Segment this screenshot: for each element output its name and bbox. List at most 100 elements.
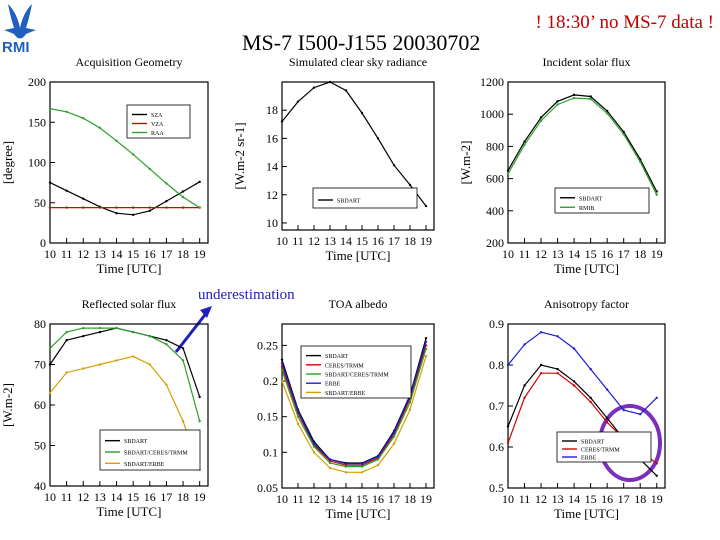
x-axis-label: Time [UTC] [554,261,619,276]
data-point [408,408,412,411]
data-point [98,126,102,130]
y-tick-label: 0.1 [263,445,278,459]
data-point [605,112,609,115]
data-point [65,339,68,342]
data-point [655,462,658,465]
data-point [622,133,625,136]
data-point [165,199,168,203]
series-line-sbdart-erbe [281,355,427,473]
y-tick-label: 1000 [480,107,504,121]
data-point [506,169,510,172]
y-axis-label: [W.m-2 sr-1] [232,122,247,189]
y-tick-label: 70 [34,358,46,372]
data-point [148,209,151,212]
series-line-erbe [507,331,658,415]
chart-title: Incident solar flux [543,55,631,69]
series-line-sbdart [281,81,427,207]
data-point [148,334,151,338]
data-point [48,181,52,184]
data-point [572,96,576,100]
x-tick-label: 18 [634,247,646,261]
data-point [82,117,85,120]
data-point [82,367,85,370]
data-point [506,441,510,445]
x-tick-label: 14 [340,234,352,248]
data-point [312,442,316,445]
legend-label: VZA [151,122,164,128]
x-axis-label: Time [UTC] [326,248,391,263]
x-tick-label: 14 [111,490,123,504]
data-point [376,463,380,467]
chart-title: Acquisition Geometry [76,55,183,69]
data-point [198,420,201,423]
y-tick-label: 600 [486,172,504,186]
data-point [328,466,332,470]
x-tick-label: 17 [160,247,172,261]
x-tick-label: 12 [77,490,89,504]
data-point [65,206,68,209]
data-point [605,417,609,420]
data-point [392,435,396,438]
x-tick-label: 16 [601,247,613,261]
y-tick-label: 200 [28,75,46,89]
legend-label: CERES/TRMM [581,448,620,454]
data-point [376,455,380,458]
chart-title: TOA albedo [329,297,388,311]
data-point [98,206,102,209]
data-point [148,167,151,171]
data-point [296,415,300,418]
x-tick-label: 16 [144,247,156,261]
data-point [523,396,526,399]
y-tick-label: 0.8 [489,358,504,372]
data-point [48,347,52,350]
legend-label: SBDART [581,440,605,446]
legend-box [554,187,650,214]
y-axis-label: [W.m-2] [458,141,473,185]
data-point [48,391,52,395]
data-point [360,471,364,474]
y-tick-label: 150 [28,115,46,129]
series-line-sbdart-ceres-trmm [49,327,201,422]
data-point [98,330,102,334]
x-tick-label: 10 [44,247,56,261]
rmi-logo-mark-icon [4,4,36,39]
data-point [556,335,559,338]
data-point [328,461,332,465]
data-point [48,363,52,366]
x-tick-label: 10 [44,490,56,504]
data-point [655,193,658,196]
data-point [506,363,510,367]
data-point [82,334,85,338]
data-point [165,383,168,386]
data-point [360,462,364,465]
legend-label: SBDART/ERBE [325,391,366,397]
x-tick-label: 17 [618,247,630,261]
y-tick-label: 0.7 [489,399,504,413]
data-point [622,130,625,134]
data-point [280,362,284,365]
chart-panel-4: Reflected solar flux 10 11 12 13 14 15 16 17 18 19… [0,297,209,519]
legend-label: ERBE [325,382,341,388]
data-point [280,379,284,383]
data-point [572,380,576,383]
legend-label: SBDART [337,199,361,205]
data-point [131,355,135,358]
x-tick-label: 16 [372,234,384,248]
data-point [506,425,510,428]
plot-frame [281,81,435,231]
x-tick-label: 15 [585,492,597,506]
legend-label: SBDART/ERBE [124,462,165,468]
y-tick-label: 10 [266,216,278,230]
data-point [506,172,510,175]
series-line-raa [49,108,201,209]
x-tick-label: 13 [324,234,336,248]
data-point [165,339,168,342]
data-point [115,326,118,330]
data-point [296,100,300,103]
data-point [392,431,396,434]
x-tick-label: 12 [535,247,547,261]
legend-label: RMIB [579,206,594,212]
chart-panel-3: Incident solar flux 10 11 12 13 14 15 16 17 18 19 T… [458,55,666,276]
x-tick-label: 17 [388,492,400,506]
